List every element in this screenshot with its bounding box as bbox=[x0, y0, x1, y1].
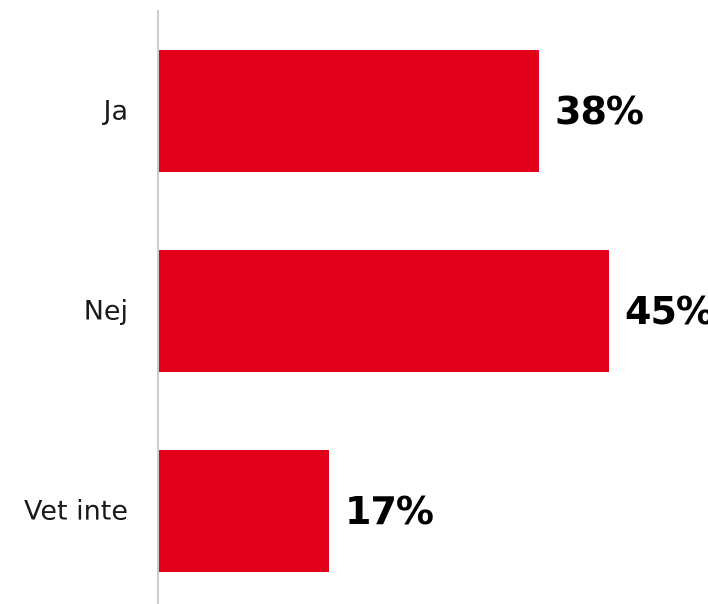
bars-group bbox=[159, 50, 609, 572]
bar-nej bbox=[159, 250, 609, 372]
value-label-vet-inte: 17% bbox=[345, 489, 433, 533]
bar-ja bbox=[159, 50, 539, 172]
category-label-nej: Nej bbox=[84, 296, 128, 327]
value-label-ja: 38% bbox=[555, 89, 643, 133]
bar-vet-inte bbox=[159, 450, 329, 572]
category-label-vet-inte: Vet inte bbox=[24, 496, 128, 527]
value-label-nej: 45% bbox=[625, 289, 708, 333]
category-labels-group: Ja Nej Vet inte bbox=[24, 96, 128, 527]
value-labels-group: 38% 45% 17% bbox=[345, 89, 708, 533]
category-label-ja: Ja bbox=[101, 96, 128, 127]
